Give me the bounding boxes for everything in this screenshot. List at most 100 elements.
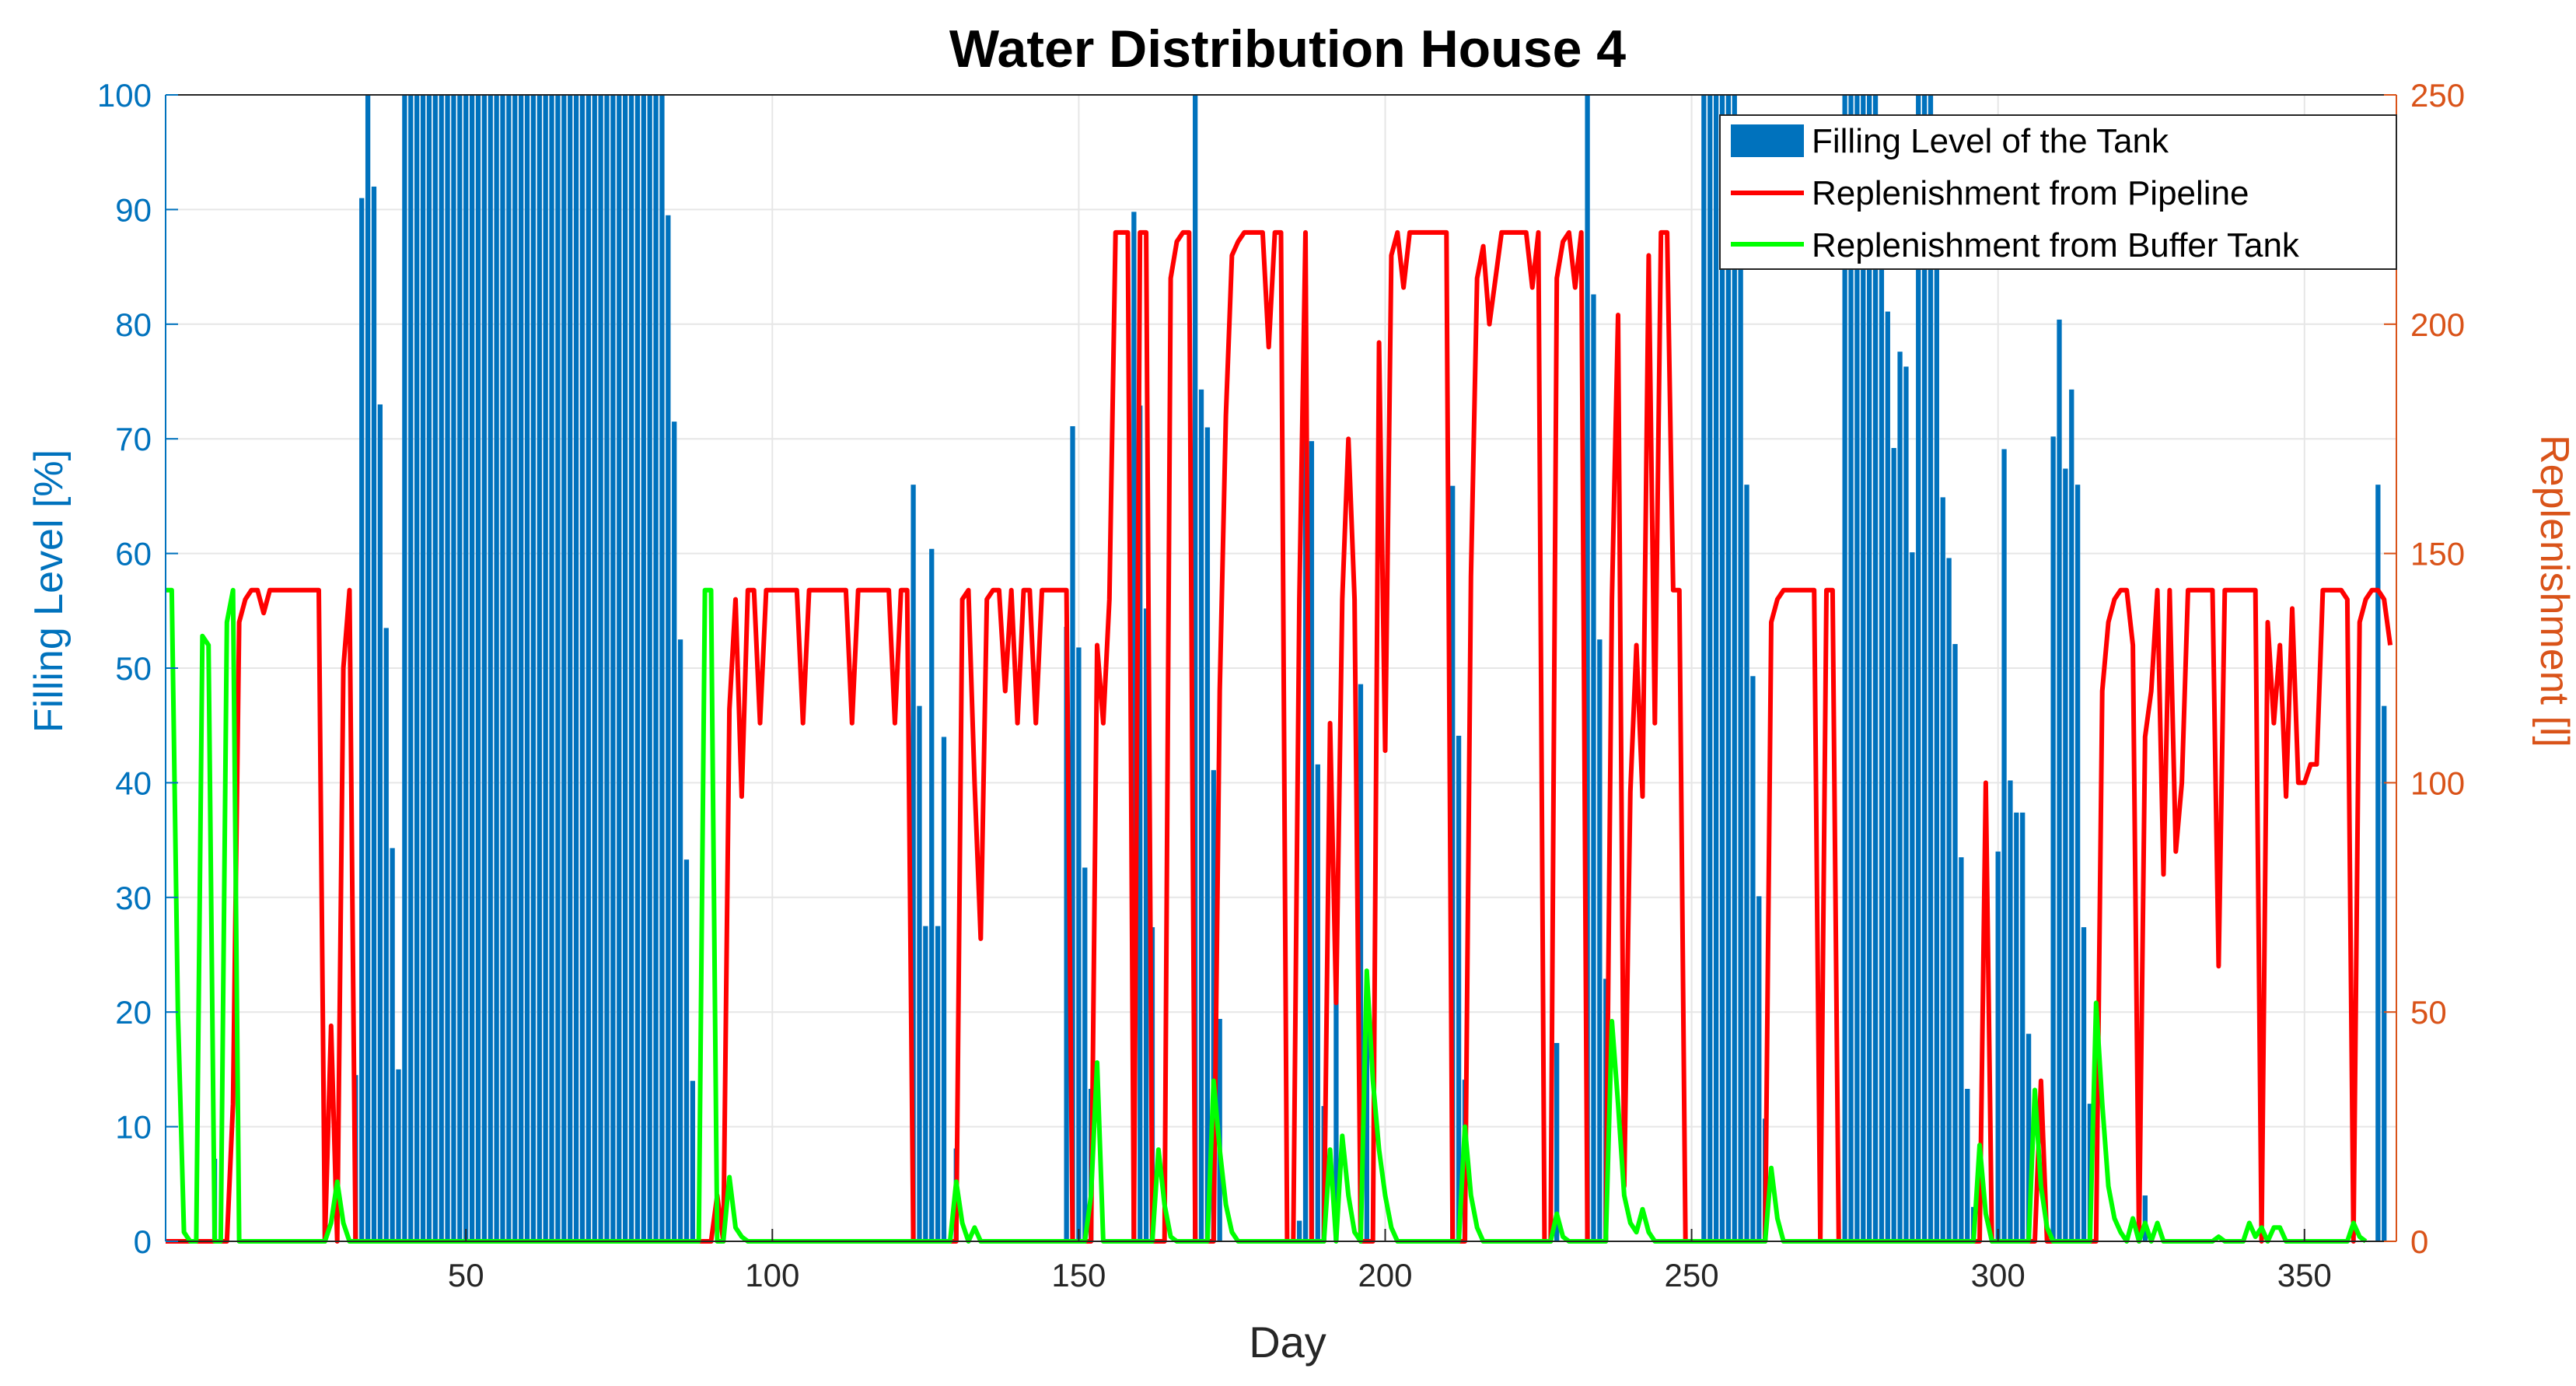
bar-filling-day-79 (641, 95, 646, 1241)
bar-filling-day-123 (911, 485, 916, 1241)
bar-filling-day-42 (414, 95, 420, 1241)
bar-filling-day-77 (628, 95, 634, 1241)
bar-filling-day-289 (1928, 95, 1934, 1241)
bar-filling-day-33 (359, 198, 365, 1241)
bar-filling-day-86 (683, 859, 690, 1241)
bar-filling-day-159 (1131, 212, 1137, 1241)
bar-filling-day-46 (439, 95, 444, 1241)
bar-filling-day-74 (610, 95, 616, 1241)
x-tick-label: 250 (1665, 1257, 1719, 1293)
x-tick-label: 200 (1358, 1257, 1412, 1293)
y-tick-label-right: 50 (2410, 994, 2447, 1031)
bar-filling-day-38 (390, 848, 395, 1241)
bar-filling-day-160 (1138, 405, 1143, 1241)
bar-filling-day-259 (1744, 485, 1749, 1241)
bar-filling-day-47 (445, 95, 450, 1241)
bar-filling-day-290 (1934, 267, 1940, 1242)
bar-filling-day-212 (1456, 735, 1462, 1241)
bar-filling-day-276 (1848, 95, 1854, 1241)
chart-title: Water Distribution House 4 (949, 19, 1626, 79)
bar-filling-day-125 (923, 926, 928, 1241)
line-buffer (166, 587, 2368, 1244)
bar-filling-day-277 (1854, 95, 1860, 1241)
bar-filling-day-64 (549, 95, 554, 1241)
bar-filling-day-56 (500, 95, 505, 1241)
bar-filling-day-192 (1333, 936, 1339, 1241)
x-tick-label: 300 (1971, 1257, 2025, 1293)
y-tick-label-left: 100 (97, 77, 152, 114)
bar-filling-day-81 (653, 95, 659, 1241)
bar-filling-day-76 (622, 95, 628, 1241)
bar-filling-day-362 (2375, 485, 2381, 1241)
bar-filling-day-34 (365, 95, 371, 1241)
bar-filling-day-311 (2063, 468, 2068, 1241)
x-tick-label: 350 (2277, 1257, 2332, 1293)
bar-filling-day-149 (1070, 425, 1075, 1241)
bar-filling-day-85 (677, 639, 683, 1241)
y-tick-label-left: 90 (115, 191, 152, 228)
bar-filling-day-171 (1204, 427, 1211, 1242)
legend-label-filling: Filling Level of the Tank (1812, 122, 2169, 160)
bar-filling-day-279 (1867, 95, 1872, 1241)
bar-filling-day-62 (537, 95, 542, 1241)
bar-filling-day-48 (451, 95, 456, 1241)
filling-level-bars (211, 95, 2387, 1242)
x-tick-label: 50 (448, 1257, 484, 1293)
bar-filling-day-127 (935, 926, 941, 1241)
y-tick-label-left: 20 (115, 994, 152, 1031)
bar-filling-day-314 (2081, 927, 2087, 1241)
bar-filling-day-294 (1959, 857, 1964, 1241)
legend-box (1719, 114, 2397, 270)
y-tick-label-left: 40 (115, 765, 152, 801)
bar-filling-day-84 (672, 422, 677, 1241)
bar-filling-day-254 (1713, 95, 1719, 1241)
bar-filling-day-40 (402, 95, 407, 1241)
bar-filling-day-87 (690, 1080, 695, 1241)
line-pipeline (166, 229, 2393, 1244)
y-tick-label-left: 0 (134, 1223, 152, 1260)
bar-filling-day-61 (530, 95, 537, 1241)
bar-filling-day-275 (1842, 95, 1847, 1241)
bar-filling-day-148 (1064, 626, 1069, 1241)
bar-filling-day-150 (1076, 647, 1082, 1241)
bar-filling-day-44 (426, 95, 432, 1241)
y-tick-label-left: 50 (115, 650, 152, 687)
x-tick-label: 100 (745, 1257, 799, 1293)
bar-filling-day-287 (1916, 95, 1921, 1241)
bar-filling-day-53 (481, 95, 488, 1241)
bar-filling-day-57 (506, 95, 512, 1241)
bar-filling-day-324 (2142, 1195, 2148, 1241)
y-tick-label-left: 70 (115, 421, 152, 457)
bar-filling-day-49 (457, 95, 463, 1241)
legend-label-pipeline: Replenishment from Pipeline (1812, 174, 2249, 212)
bar-filling-day-292 (1946, 558, 1952, 1241)
bar-filling-day-363 (2382, 705, 2387, 1241)
bar-filling-day-59 (519, 95, 524, 1241)
bar-filling-day-281 (1879, 231, 1885, 1241)
bar-filling-day-51 (469, 95, 475, 1241)
bar-filling-day-70 (585, 95, 591, 1241)
bar-filling-day-188 (1309, 441, 1315, 1242)
bar-filling-day-39 (396, 1069, 401, 1241)
bar-filling-day-60 (524, 95, 530, 1241)
bar-filling-day-278 (1861, 95, 1866, 1241)
bar-filling-day-36 (377, 404, 383, 1241)
bar-filling-day-196 (1358, 684, 1364, 1241)
axes: 0 10 20 30 40 50 60 70 80 90 100 0 50 100 150 200 250 50 1… (97, 77, 2465, 1293)
bar-filling-day-260 (1750, 676, 1756, 1241)
bar-filling-day-78 (634, 95, 641, 1241)
bar-filling-day-280 (1872, 95, 1879, 1241)
y-tick-label-right: 0 (2410, 1223, 2428, 1260)
bar-filling-day-197 (1364, 1024, 1369, 1241)
bar-filling-day-124 (917, 705, 922, 1241)
bar-filling-day-313 (2074, 485, 2081, 1241)
x-tick-label: 150 (1051, 1257, 1106, 1293)
bar-filling-day-68 (573, 95, 579, 1241)
bar-filling-day-293 (1952, 644, 1958, 1241)
bar-filling-day-75 (617, 95, 622, 1241)
bar-filling-day-285 (1903, 366, 1909, 1241)
bar-filling-day-172 (1211, 770, 1216, 1241)
bar-filling-day-286 (1910, 552, 1915, 1241)
bar-filling-day-252 (1701, 95, 1707, 1241)
bar-filling-day-45 (432, 95, 438, 1241)
